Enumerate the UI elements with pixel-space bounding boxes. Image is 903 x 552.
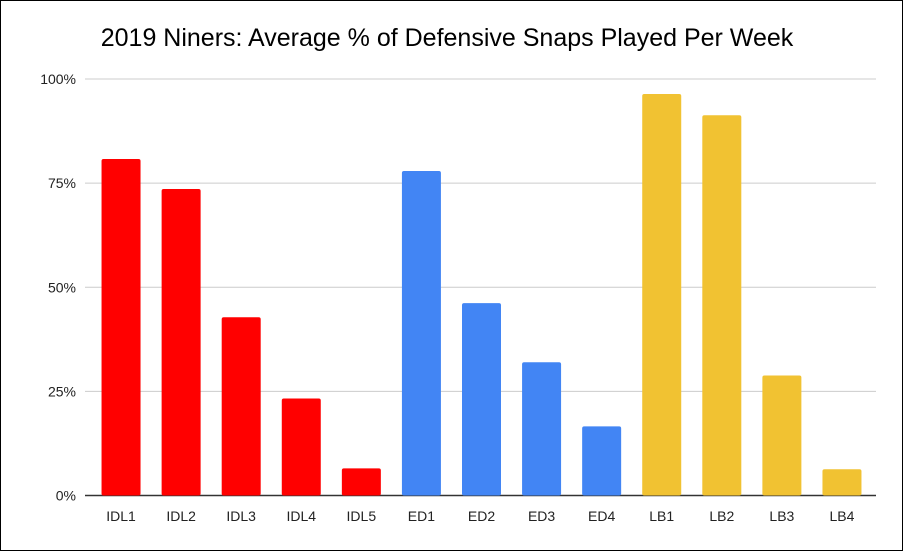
bar-idl2 (161, 188, 201, 496)
bar-lb1 (642, 93, 682, 496)
y-tick-label: 25% (48, 383, 76, 399)
bar-lb4 (822, 469, 862, 496)
bar-ed2 (462, 303, 501, 496)
x-tick-label: ED1 (408, 508, 435, 524)
y-tick-label: 0% (56, 488, 76, 504)
bar-idl5 (341, 468, 381, 496)
bar-ed3 (522, 362, 562, 496)
bar-lb3 (762, 375, 802, 496)
bar-idl3 (221, 317, 261, 496)
bar-lb2 (702, 115, 742, 496)
x-tick-label: LB4 (830, 508, 855, 524)
chart-title: 2019 Niners: Average % of Defensive Snap… (101, 24, 794, 52)
bar-idl1 (101, 158, 141, 496)
x-tick-label: IDL3 (226, 508, 256, 524)
x-tick-label: IDL2 (166, 508, 196, 524)
y-tick-label: 50% (48, 279, 76, 295)
x-tick-label: LB1 (649, 508, 674, 524)
bar-ed1 (401, 171, 441, 496)
x-tick-label: IDL1 (106, 508, 136, 524)
x-tick-label: IDL4 (286, 508, 316, 524)
y-tick-label: 100% (40, 71, 76, 87)
y-tick-label: 75% (48, 175, 76, 191)
x-tick-label: ED3 (528, 508, 555, 524)
x-tick-label: ED2 (468, 508, 495, 524)
x-tick-label: IDL5 (347, 508, 377, 524)
x-tick-label: LB3 (769, 508, 794, 524)
x-tick-label: ED4 (588, 508, 615, 524)
bar-ed4 (582, 426, 622, 496)
x-tick-label: LB2 (709, 508, 734, 524)
bar-idl4 (281, 398, 321, 496)
